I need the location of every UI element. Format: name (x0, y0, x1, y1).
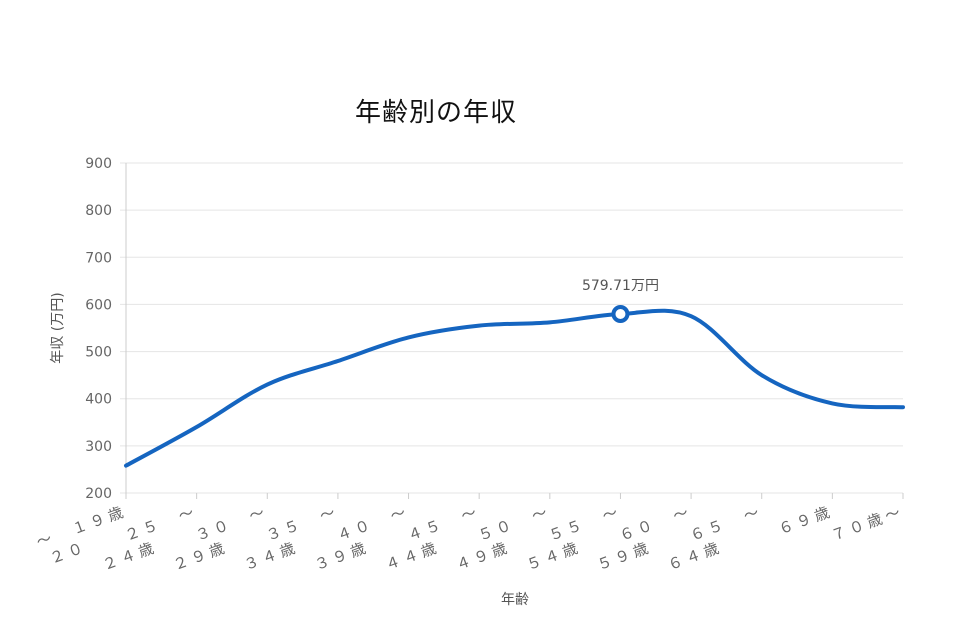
y-tick-label: 500 (85, 345, 112, 361)
grid (120, 162, 903, 494)
y-tick-label: 600 (85, 297, 112, 313)
y-tick-label: 300 (85, 439, 112, 455)
y-tick-label: 700 (85, 250, 112, 266)
y-tick-label: 900 (85, 156, 112, 172)
x-tick-label: ６９歳 (776, 502, 836, 538)
x-tick-label: ７０歳〜 (829, 502, 907, 545)
series-line (124, 308, 905, 468)
y-tick-label: 400 (85, 392, 112, 408)
y-axis-title: 年収 (万円) (50, 292, 66, 363)
x-axis-title: 年齢 (501, 592, 529, 608)
highlight-point[interactable] (611, 304, 630, 323)
y-tick-label: 200 (85, 486, 112, 502)
chart-title: 年齢別の年収 (354, 98, 517, 128)
highlight-label: 579.71万円 (582, 278, 659, 294)
y-tick-labels: 200 300 400 500 600 700 800 900 (85, 156, 112, 502)
y-tick-label: 800 (85, 203, 112, 219)
